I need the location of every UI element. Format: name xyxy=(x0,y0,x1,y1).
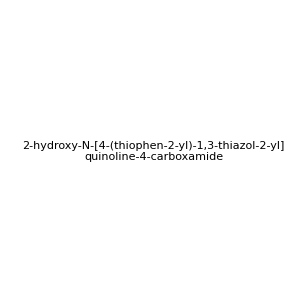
Text: 2-hydroxy-N-[4-(thiophen-2-yl)-1,3-thiazol-2-yl]
quinoline-4-carboxamide: 2-hydroxy-N-[4-(thiophen-2-yl)-1,3-thiaz… xyxy=(22,141,285,162)
